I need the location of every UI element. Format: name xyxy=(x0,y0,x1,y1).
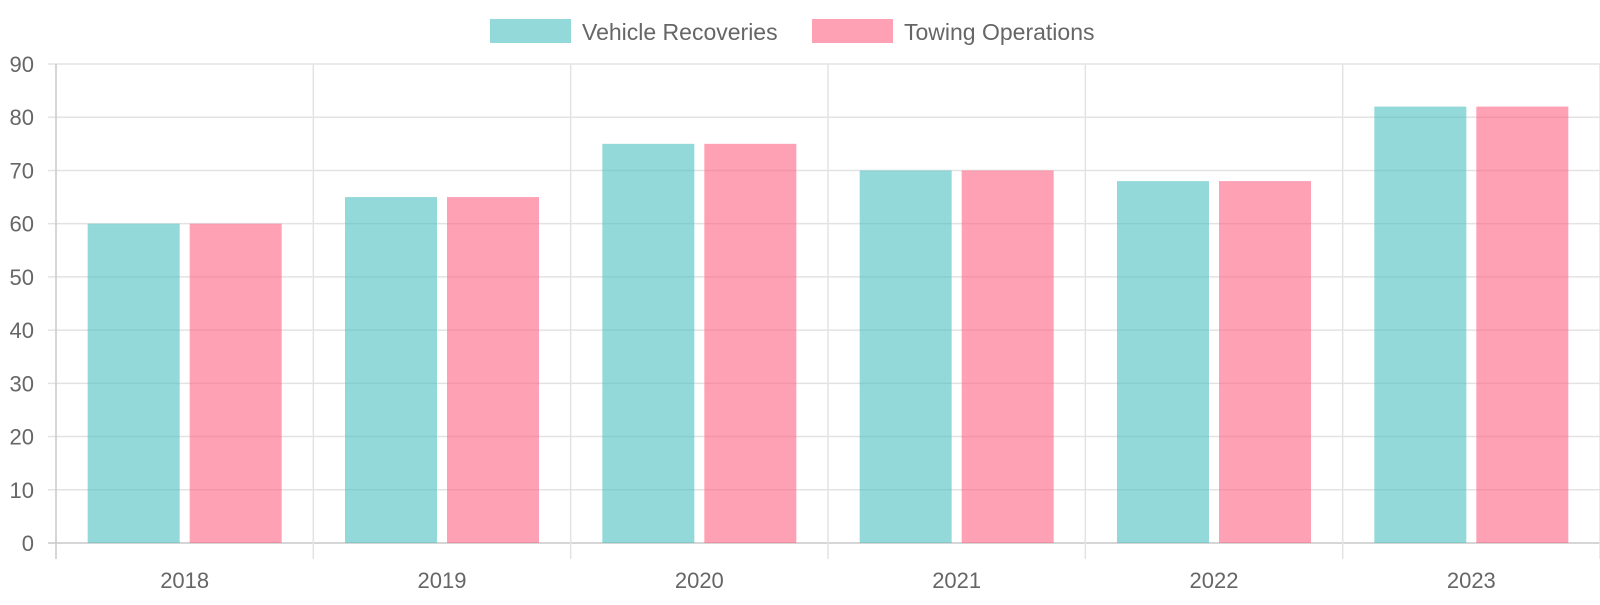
x-tick-label: 2021 xyxy=(932,568,981,593)
bar-vehicle-recoveries-2022 xyxy=(1117,181,1209,544)
legend: Vehicle Recoveries Towing Operations xyxy=(490,19,1095,45)
y-tick-label: 60 xyxy=(10,212,34,237)
legend-label-vehicle-recoveries: Vehicle Recoveries xyxy=(582,19,778,45)
axes: 0 10 20 30 40 50 60 70 80 90 2018 2019 2020 2021 2022 2… xyxy=(10,52,1496,593)
y-tick-label: 50 xyxy=(10,265,34,290)
bar-vehicle-recoveries-2018 xyxy=(87,223,180,543)
legend-item-vehicle-recoveries[interactable]: Vehicle Recoveries xyxy=(490,19,778,45)
y-tick-label: 30 xyxy=(10,371,34,396)
y-tick-label: 80 xyxy=(10,105,34,130)
legend-label-towing-operations: Towing Operations xyxy=(904,19,1095,45)
y-tick-label: 90 xyxy=(10,52,34,77)
y-tick-label: 20 xyxy=(10,425,34,450)
bar-vehicle-recoveries-2021 xyxy=(859,170,952,543)
bar-vehicle-recoveries-2023 xyxy=(1374,106,1467,544)
y-tick-label: 70 xyxy=(10,158,34,183)
x-tick-label: 2020 xyxy=(675,568,724,593)
x-tick-label: 2022 xyxy=(1190,568,1239,593)
bar-vehicle-recoveries-2020 xyxy=(602,143,695,544)
bar-towing-operations-2019 xyxy=(447,197,539,544)
legend-swatch-vehicle-recoveries xyxy=(490,19,571,43)
bar-towing-operations-2023 xyxy=(1476,106,1569,544)
legend-swatch-towing-operations xyxy=(812,19,893,43)
x-tick-label: 2019 xyxy=(418,568,467,593)
legend-item-towing-operations[interactable]: Towing Operations xyxy=(812,19,1095,45)
y-tick-label: 40 xyxy=(10,318,34,343)
bar-vehicle-recoveries-2019 xyxy=(345,197,437,544)
bar-towing-operations-2020 xyxy=(704,143,797,544)
y-tick-label: 10 xyxy=(10,478,34,503)
bar-towing-operations-2018 xyxy=(189,223,282,543)
bar-towing-operations-2021 xyxy=(961,170,1054,543)
x-tick-label: 2018 xyxy=(160,568,209,593)
grid xyxy=(48,63,1600,559)
bar-towing-operations-2022 xyxy=(1219,181,1311,544)
x-tick-label: 2023 xyxy=(1447,568,1496,593)
bars xyxy=(87,106,1569,544)
y-tick-label: 0 xyxy=(22,531,34,556)
